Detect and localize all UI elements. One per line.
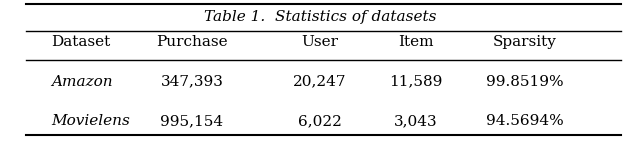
Text: 995,154: 995,154: [161, 114, 223, 128]
Text: Item: Item: [398, 35, 434, 49]
Text: 11,589: 11,589: [389, 75, 443, 89]
Text: Table 1.  Statistics of datasets: Table 1. Statistics of datasets: [204, 10, 436, 24]
Text: Amazon: Amazon: [51, 75, 113, 89]
Text: 347,393: 347,393: [161, 75, 223, 89]
Text: 99.8519%: 99.8519%: [486, 75, 564, 89]
Text: 6,022: 6,022: [298, 114, 342, 128]
Text: 3,043: 3,043: [394, 114, 438, 128]
Text: 20,247: 20,247: [293, 75, 347, 89]
Text: Sparsity: Sparsity: [493, 35, 557, 49]
Text: User: User: [301, 35, 339, 49]
Text: Dataset: Dataset: [51, 35, 111, 49]
Text: 94.5694%: 94.5694%: [486, 114, 564, 128]
Text: Purchase: Purchase: [156, 35, 228, 49]
Text: Movielens: Movielens: [51, 114, 130, 128]
